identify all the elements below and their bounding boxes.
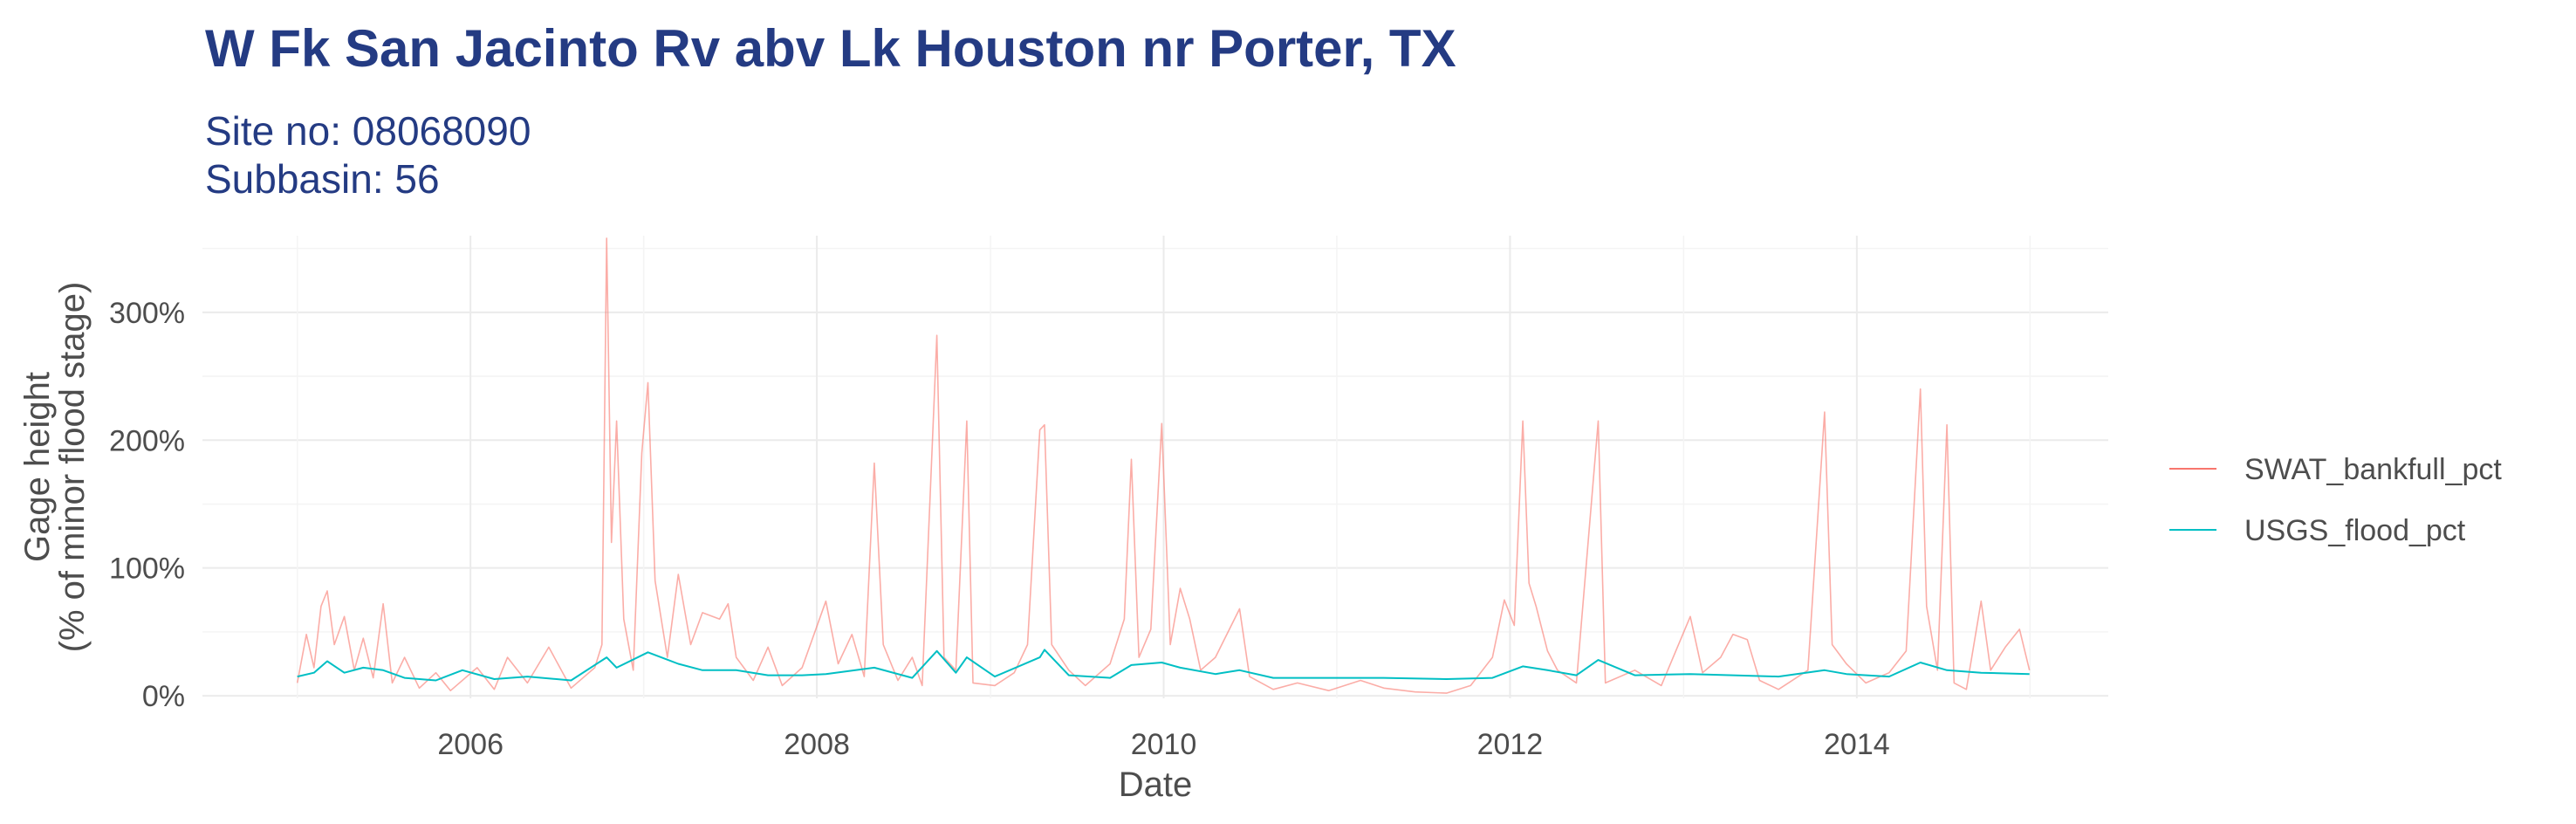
y-tick-label: 100%	[109, 553, 185, 586]
legend-label-usgs: USGS_flood_pct	[2244, 514, 2466, 547]
y-tick-label: 0%	[142, 680, 185, 713]
chart-subtitle-subbasin: Subbasin: 56	[205, 156, 440, 202]
x-axis-title: Date	[1119, 766, 1193, 804]
chart-subtitle-site: Site no: 08068090	[205, 108, 531, 154]
series-line-swat	[296, 237, 2031, 694]
x-tick-label: 2010	[1131, 728, 1197, 761]
tick-labels: 0% 100% 200% 300% 2006 2008 2010 2012 2014	[109, 297, 1890, 761]
chart-title: W Fk San Jacinto Rv abv Lk Houston nr Po…	[205, 19, 1456, 78]
x-tick-label: 2014	[1824, 728, 1890, 761]
series-layer	[296, 237, 2031, 694]
x-tick-label: 2008	[784, 728, 850, 761]
grid	[202, 236, 2108, 698]
y-tick-label: 200%	[109, 424, 185, 457]
legend: SWAT_bankfull_pct USGS_flood_pct	[2169, 453, 2502, 547]
y-axis-title-line1: Gage height	[18, 372, 57, 562]
y-axis-title-line2: (% of minor flood stage)	[53, 282, 92, 653]
x-tick-label: 2006	[437, 728, 504, 761]
y-tick-label: 300%	[109, 297, 185, 330]
legend-label-swat: SWAT_bankfull_pct	[2244, 453, 2502, 486]
series-line-usgs	[297, 649, 2030, 682]
x-tick-label: 2012	[1477, 728, 1544, 761]
